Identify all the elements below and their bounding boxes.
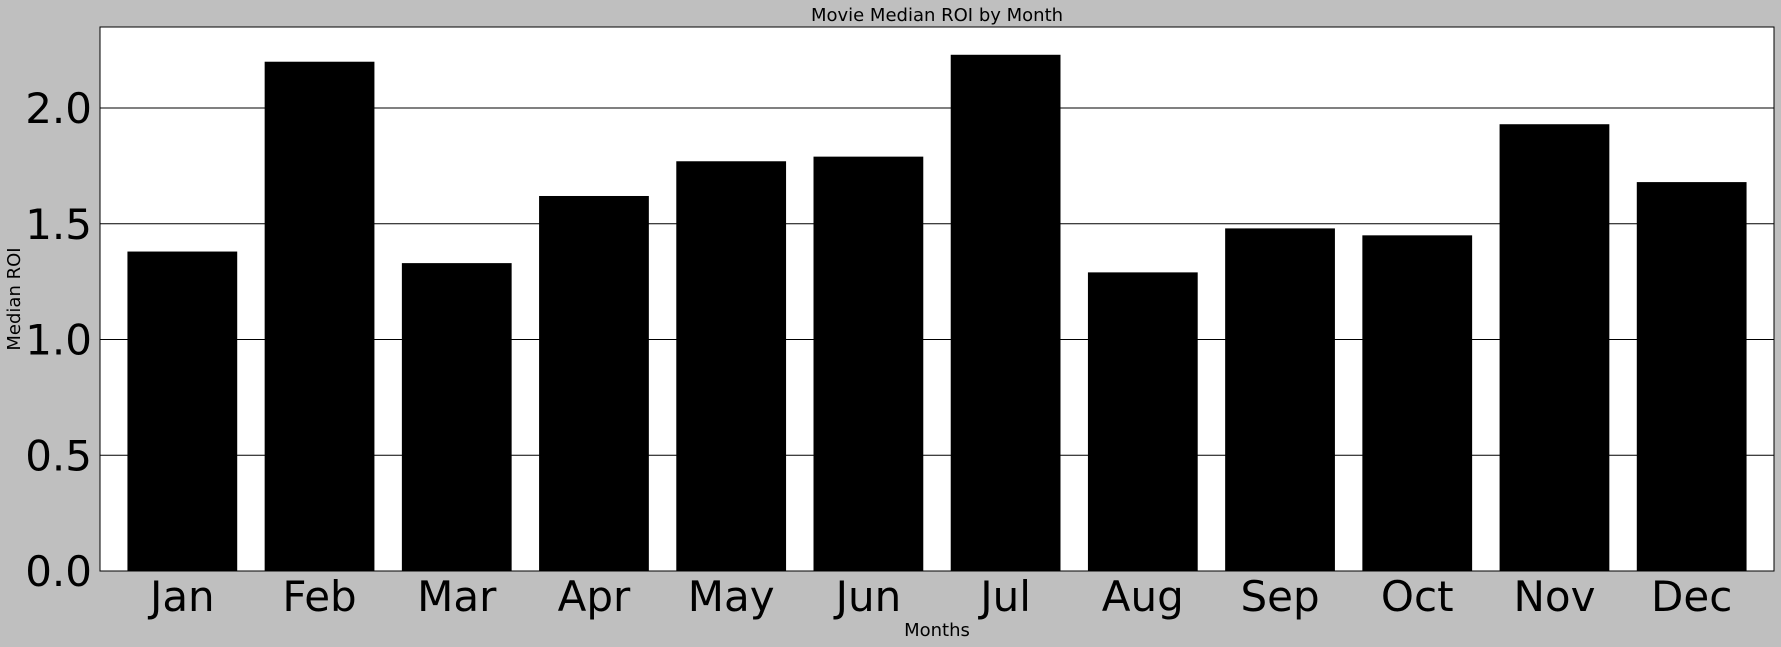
y-tick-label: 0.0 (25, 547, 92, 596)
y-tick-label: 0.5 (25, 431, 92, 480)
bar-aug (1087, 272, 1198, 571)
bar-jul (950, 54, 1061, 571)
bar-feb (264, 61, 375, 572)
x-tick-label: Aug (1102, 572, 1184, 621)
bars (127, 54, 1747, 572)
bar-mar (401, 263, 512, 571)
grid-lines (100, 107, 1774, 456)
x-tick-label: May (688, 572, 775, 621)
x-tick-label: Jul (977, 572, 1031, 621)
x-tick-label: Feb (282, 572, 356, 621)
x-tick-label: Apr (558, 572, 631, 621)
bar-jun (813, 156, 924, 572)
bar-jan (127, 251, 238, 571)
y-tick-label: 1.0 (25, 316, 92, 365)
y-tick-labels: 0.0 0.5 1.0 1.5 2.0 (25, 84, 92, 596)
x-tick-label: Jan (147, 572, 215, 621)
plot-area (99, 26, 1775, 572)
x-tick-label: Mar (417, 572, 497, 621)
y-tick-label: 1.5 (25, 200, 92, 249)
bar-apr (539, 195, 649, 571)
bar-oct (1362, 235, 1473, 571)
x-axis-label: Months (904, 620, 970, 641)
bar-nov (1499, 124, 1610, 572)
chart-title: Movie Median ROI by Month (811, 5, 1063, 26)
x-tick-label: Dec (1651, 572, 1732, 621)
bar-sep (1225, 228, 1335, 571)
x-tick-label: Nov (1513, 572, 1595, 621)
y-tick-label: 2.0 (25, 84, 92, 133)
bar-may (676, 161, 787, 571)
bar-dec (1636, 182, 1747, 571)
x-tick-labels: Jan Feb Mar Apr May Jun Jul Aug Sep Oct Nov Dec (147, 572, 1732, 621)
x-tick-label: Sep (1240, 572, 1319, 621)
y-axis-label: Median ROI (4, 247, 25, 350)
x-tick-label: Oct (1381, 572, 1454, 621)
x-tick-label: Jun (833, 572, 902, 621)
